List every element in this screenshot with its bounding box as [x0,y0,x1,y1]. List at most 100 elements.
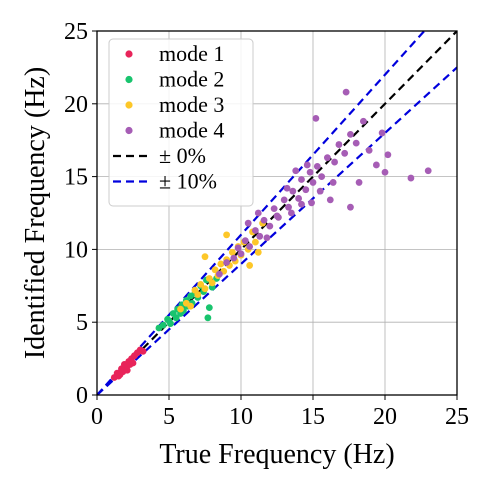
x-tick-label: 20 [373,404,397,430]
data-point-mode-4 [365,146,373,154]
data-point-mode-4 [326,196,334,204]
data-point-mode-4 [303,161,311,169]
data-point-mode-1 [139,347,147,355]
data-point-mode-3 [246,262,254,269]
x-axis-ticks: 0 5 10 15 20 25 [91,395,469,430]
x-axis-label: True Frequency (Hz) [159,439,394,470]
data-point-mode-4 [407,174,415,182]
data-point-mode-4 [355,179,363,186]
data-point-mode-3 [201,285,209,293]
legend-label: mode 3 [159,92,224,117]
data-point-mode-4 [252,227,259,234]
x-tick-label: 0 [91,404,103,430]
data-point-mode-4 [298,176,305,183]
data-point-mode-4 [280,196,288,204]
data-point-mode-4 [318,173,326,181]
data-point-mode-3 [217,260,225,268]
data-point-mode-1 [123,366,131,374]
data-point-mode-4 [223,259,231,266]
data-point-mode-3 [187,302,195,310]
data-point-mode-4 [342,88,350,96]
data-point-mode-4 [288,209,295,217]
legend-label: mode 4 [159,118,224,143]
data-point-mode-4 [295,195,302,202]
data-point-mode-4 [241,237,249,245]
y-axis-label: Identified Frequency (Hz) [20,67,51,359]
data-point-mode-4 [254,209,262,217]
x-tick-label: 25 [445,404,469,430]
data-point-mode-4 [316,187,324,195]
data-point-mode-4 [246,243,254,250]
y-tick-label: 5 [76,310,88,336]
y-tick-label: 15 [64,165,88,191]
data-point-mode-2 [205,304,213,312]
legend-marker-mode-3 [125,101,133,109]
data-point-mode-4 [308,199,315,207]
data-point-mode-4 [378,129,386,137]
data-point-mode-4 [352,139,360,147]
y-tick-label: 20 [64,92,88,118]
data-point-mode-3 [211,266,219,274]
x-tick-label: 5 [163,404,175,430]
data-point-mode-3 [208,279,216,287]
legend-label: ± 0% [159,143,206,168]
data-point-mode-1 [129,359,137,367]
data-point-mode-3 [177,305,184,313]
data-point-mode-4 [292,167,300,175]
data-point-mode-4 [312,114,320,122]
data-point-mode-4 [230,254,238,262]
x-tick-label: 10 [229,404,253,430]
data-point-mode-4 [289,187,297,195]
data-point-mode-4 [381,168,389,176]
data-point-mode-4 [216,270,223,278]
data-point-mode-4 [298,200,305,208]
legend-marker-mode-1 [125,50,133,58]
data-point-mode-4 [335,141,343,148]
reference-lines [97,31,457,395]
data-point-mode-2 [165,317,173,325]
data-point-mode-4 [260,216,268,224]
data-point-mode-4 [347,203,354,211]
legend-label: ± 10% [159,169,217,194]
data-point-mode-3 [201,253,209,261]
data-point-mode-3 [194,291,202,298]
data-point-mode-4 [266,222,274,230]
data-point-mode-4 [256,232,264,240]
data-point-mode-4 [273,212,281,220]
data-point-mode-4 [234,244,242,252]
data-point-mode-4 [302,186,310,194]
data-point-mode-4 [244,219,252,227]
data-point-mode-4 [360,117,367,125]
data-points [110,88,432,381]
y-tick-label: 25 [64,19,88,45]
data-point-mode-4 [347,130,354,138]
y-axis-ticks: 0 5 10 15 20 25 [64,19,97,409]
x-tick-label: 15 [301,404,325,430]
data-point-mode-4 [270,205,278,213]
data-point-mode-4 [306,168,314,176]
legend-marker-mode-2 [125,75,133,84]
data-point-mode-4 [283,184,291,192]
y-tick-label: 0 [76,383,88,409]
data-point-mode-3 [228,248,236,256]
data-point-mode-4 [263,234,271,242]
data-point-mode-4 [329,179,337,186]
data-point-mode-3 [252,238,259,246]
data-point-mode-3 [197,280,205,288]
data-point-mode-4 [324,154,331,162]
reference-line-1 [97,31,426,395]
data-point-mode-4 [331,158,338,166]
data-point-mode-2 [159,321,167,329]
data-point-mode-4 [285,203,292,211]
data-point-mode-4 [424,167,432,175]
y-tick-label: 10 [64,237,88,263]
plot-frame [96,30,458,396]
data-point-mode-4 [341,149,349,157]
data-point-mode-4 [372,161,380,169]
legend-marker-mode-4 [125,126,133,135]
data-point-mode-3 [223,231,231,239]
legend-label: mode 2 [159,67,224,92]
legend-box [108,38,254,207]
